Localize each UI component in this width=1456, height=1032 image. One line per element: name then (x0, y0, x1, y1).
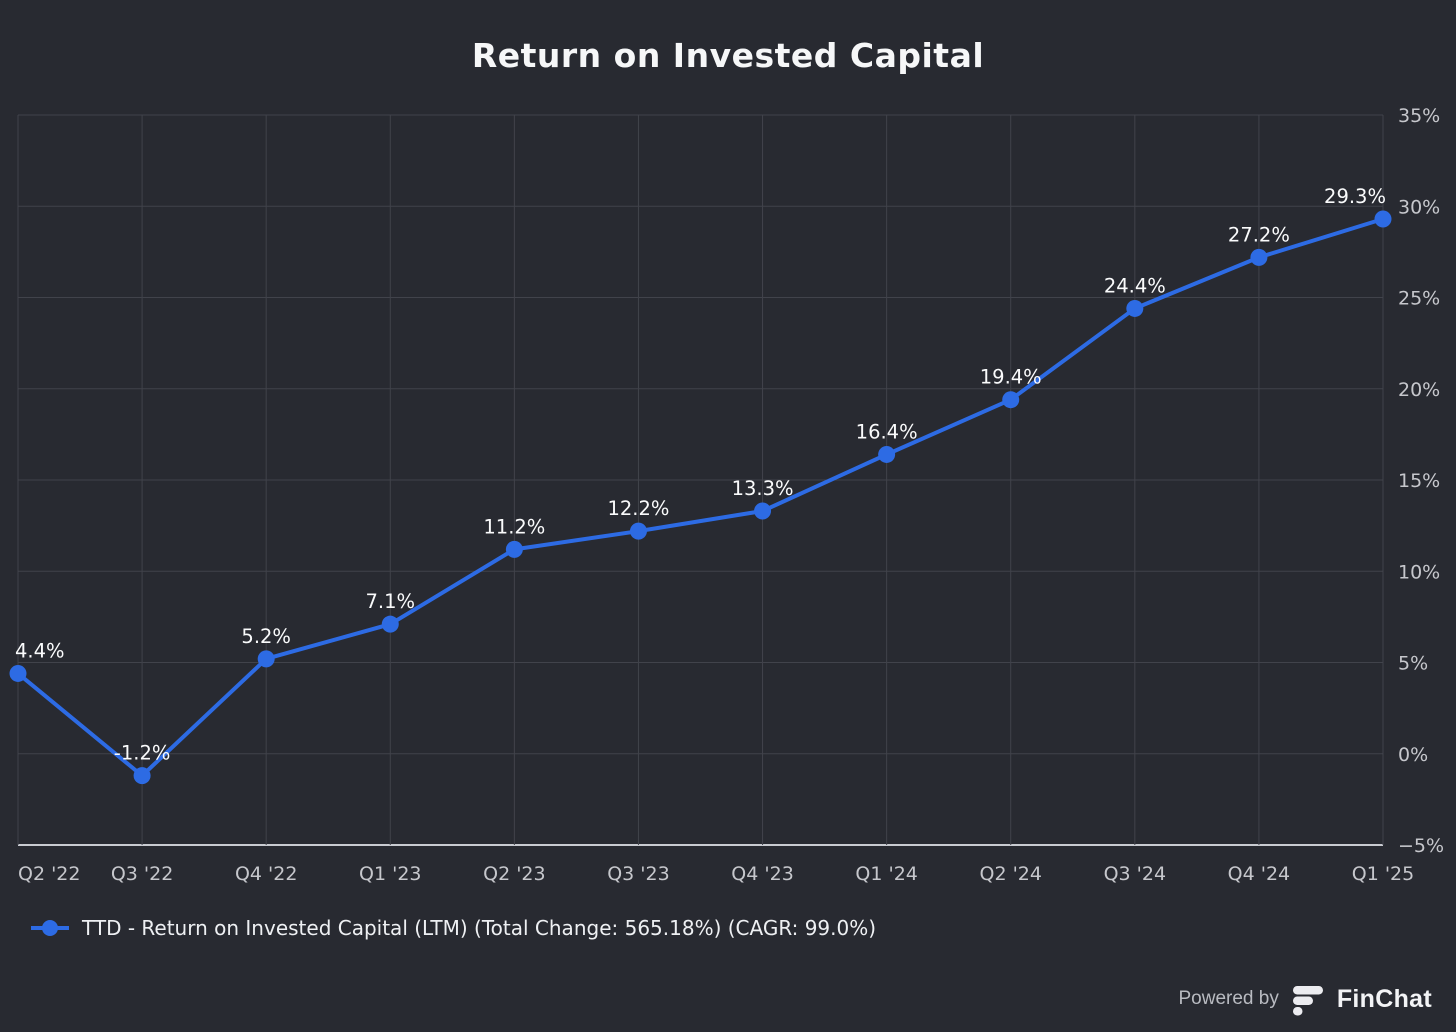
series-line (16, 217, 1385, 778)
x-tick-label: Q1 '24 (855, 863, 917, 885)
roic-chart: 35% 30% 25% 20% 15% 10% 5% 0% −5% Q2 '22 Q3 '22 Q4 … (9, 105, 1444, 885)
data-point[interactable] (1126, 299, 1144, 317)
data-point-label: 16.4% (856, 420, 918, 443)
data-point-label: 24.4% (1104, 274, 1166, 297)
y-tick-label: 5% (1398, 653, 1428, 675)
y-tick-label: 15% (1398, 470, 1440, 492)
powered-by-text: Powered by (1178, 988, 1279, 1009)
data-point[interactable] (505, 540, 523, 558)
finchat-brand-text: FinChat (1336, 984, 1432, 1013)
data-point[interactable] (878, 445, 896, 463)
y-tick-label: 25% (1398, 288, 1440, 310)
x-tick-label: Q4 '24 (1228, 863, 1290, 885)
x-tick-label: Q2 '23 (483, 863, 545, 885)
data-point[interactable] (9, 664, 27, 682)
footer-attribution: Powered by FinChat (1179, 982, 1433, 1016)
data-point-label: 19.4% (980, 366, 1042, 389)
data-point-label: 4.4% (15, 639, 65, 662)
x-tick-label: Q4 '23 (731, 863, 793, 885)
x-tick-label: Q3 '23 (607, 863, 669, 885)
x-tick-label: Q4 '22 (235, 863, 297, 885)
legend-item[interactable]: TTD - Return on Invested Capital (LTM) (… (30, 916, 876, 940)
x-tick-label: Q1 '25 (1352, 863, 1414, 885)
data-point-label: 12.2% (607, 497, 669, 520)
data-point[interactable] (629, 522, 647, 540)
x-tick-label: Q3 '22 (111, 863, 173, 885)
y-tick-label: 20% (1398, 379, 1440, 401)
data-point[interactable] (257, 650, 275, 668)
data-point[interactable] (1250, 248, 1268, 266)
data-point[interactable] (754, 502, 772, 520)
x-tick-label: Q1 '23 (359, 863, 421, 885)
x-tick-label: Q2 '22 (18, 863, 80, 885)
data-point-label: 13.3% (732, 477, 794, 500)
data-point-label: 29.3% (1324, 185, 1386, 208)
y-tick-label: 10% (1398, 561, 1440, 583)
data-point-label: 27.2% (1228, 223, 1290, 246)
x-tick-label: Q2 '24 (979, 863, 1041, 885)
finchat-logo-icon (1292, 986, 1323, 1016)
data-point[interactable] (133, 767, 151, 785)
x-tick-label: Q3 '24 (1104, 863, 1166, 885)
data-point[interactable] (381, 615, 399, 633)
data-point-label: 7.1% (365, 590, 415, 613)
data-point[interactable] (1374, 210, 1392, 228)
data-point-label: 5.2% (241, 625, 291, 648)
data-point-label: 11.2% (483, 515, 545, 538)
legend-series-marker-icon (31, 920, 69, 936)
y-tick-label: 35% (1398, 105, 1440, 127)
data-point-label: -1.2% (114, 742, 171, 765)
y-tick-label: 0% (1398, 744, 1428, 766)
y-tick-label: 30% (1398, 196, 1440, 218)
data-point[interactable] (1002, 391, 1020, 409)
legend-series-label: TTD - Return on Invested Capital (LTM) (… (82, 916, 877, 940)
chart-title: Return on Invested Capital (471, 36, 985, 75)
y-tick-label: −5% (1398, 835, 1444, 857)
